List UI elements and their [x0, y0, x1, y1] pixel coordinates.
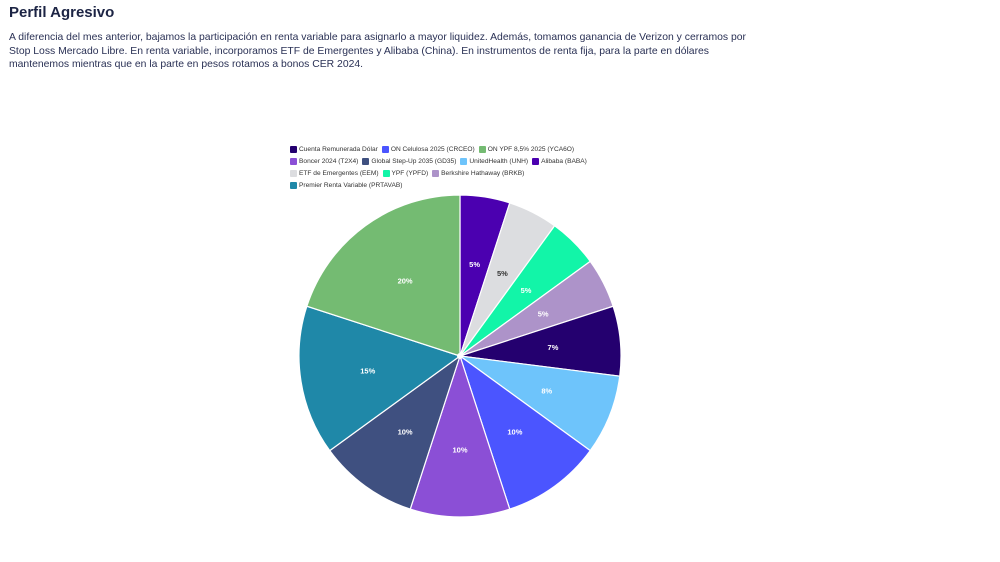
legend-swatch: [290, 146, 297, 153]
slice-label: 7%: [548, 343, 559, 352]
pie-slice[interactable]: [409, 354, 511, 518]
page-description: A diferencia del mes anterior, bajamos l…: [9, 32, 746, 70]
legend-swatch: [478, 146, 486, 153]
legend-swatch: [290, 158, 297, 165]
legend-swatch: [381, 146, 389, 153]
legend-label: YPF (YPFD): [391, 170, 429, 177]
legend-label: Berkshire Hathaway (BRKB): [441, 170, 525, 177]
legend-item[interactable]: UnitedHealth (UNH): [460, 156, 528, 167]
slice-label: 8%: [541, 386, 552, 395]
legend-swatch: [362, 158, 370, 165]
legend-label: ETF de Emergentes (EEM): [299, 170, 379, 177]
legend-item[interactable]: ETF de Emergentes (EEM): [290, 168, 379, 179]
page-title: Perfil Agresivo: [9, 4, 115, 21]
slice-label: 15%: [360, 367, 375, 376]
legend-label: Premier Renta Variable (PRTAVAB): [299, 182, 403, 189]
legend-item[interactable]: Berkshire Hathaway (BRKB): [432, 168, 524, 179]
legend-item[interactable]: Boncer 2024 (T2X4): [290, 156, 358, 167]
pie-slice[interactable]: [328, 354, 462, 510]
legend-label: UnitedHealth (UNH): [469, 158, 529, 165]
legend-item[interactable]: Alibaba (BABA): [532, 156, 587, 167]
legend-label: Global Step-Up 2035 (GD35): [371, 158, 457, 165]
chart-legend: Cuenta Remunerada Dólar ON Celulosa 2025 …: [290, 144, 620, 191]
slice-label: 5%: [521, 286, 532, 295]
legend-swatch: [432, 170, 440, 177]
slice-label: 5%: [497, 269, 508, 278]
legend-label: ON Celulosa 2025 (CRCEO): [390, 146, 475, 153]
pie-slice[interactable]: [306, 194, 461, 357]
slice-label: 5%: [538, 310, 549, 319]
legend-item[interactable]: ON Celulosa 2025 (CRCEO): [381, 144, 475, 155]
legend-label: Boncer 2024 (T2X4): [299, 158, 359, 165]
legend-swatch: [290, 170, 297, 177]
slice-label: 10%: [452, 445, 467, 454]
legend-item[interactable]: ON YPF 8,5% 2025 (YCA6O): [478, 144, 575, 155]
legend-label: Cuenta Remunerada Dólar: [299, 146, 378, 153]
legend-item[interactable]: Global Step-Up 2035 (GD35): [362, 156, 456, 167]
pie-slice[interactable]: [298, 305, 462, 452]
slice-label: 20%: [398, 276, 413, 285]
slice-label: 5%: [469, 260, 480, 269]
legend-swatch: [460, 158, 468, 165]
legend-swatch: [532, 158, 540, 165]
legend-item[interactable]: Premier Renta Variable (PRTAVAB): [290, 180, 402, 191]
legend-swatch: [290, 182, 297, 189]
legend-item[interactable]: Cuenta Remunerada Dólar: [290, 144, 378, 155]
legend-label: Alibaba (BABA): [541, 158, 587, 165]
slice-label: 10%: [507, 428, 522, 437]
pie-center-dot: [457, 353, 463, 359]
pie-slice[interactable]: [458, 354, 592, 510]
legend-label: ON YPF 8,5% 2025 (YCA6O): [487, 146, 575, 153]
slice-label: 10%: [398, 428, 413, 437]
legend-swatch: [382, 170, 390, 177]
legend-item[interactable]: YPF (YPFD): [382, 168, 429, 179]
